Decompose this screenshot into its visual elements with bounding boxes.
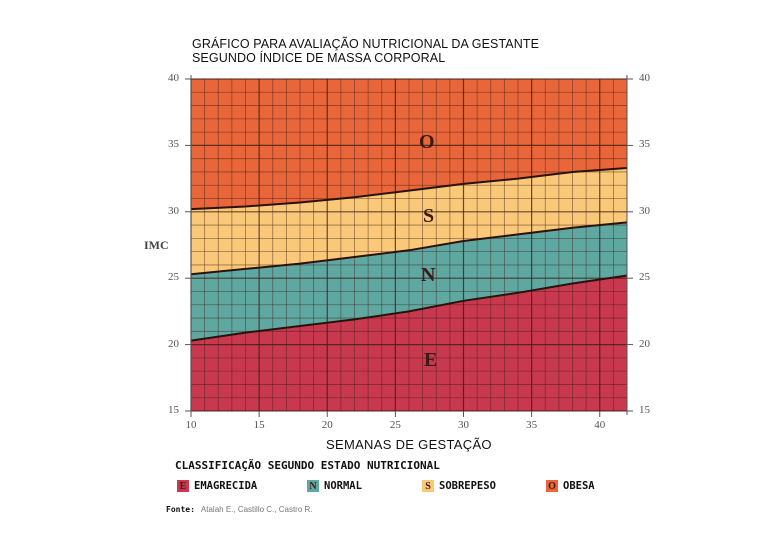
band-label-emagrecida: E <box>424 349 438 371</box>
legend-swatch-normal: N <box>307 480 319 492</box>
boundary-line-1 <box>190 221 628 276</box>
chart-title: GRÁFICO PARA AVALIAÇÃO NUTRICIONAL DA GE… <box>192 37 539 65</box>
legend-label: NORMAL <box>324 480 362 492</box>
y-tick-label-left: 20 <box>168 337 179 350</box>
legend-title: CLASSIFICAÇÃO SEGUNDO ESTADO NUTRICIONAL <box>175 459 440 472</box>
y-axis-label: IMC <box>144 238 169 252</box>
legend-item-sobrepeso: S SOBREPESO <box>422 480 496 492</box>
chart-title-line1: GRÁFICO PARA AVALIAÇÃO NUTRICIONAL DA GE… <box>192 37 540 51</box>
x-tick-label: 40 <box>594 419 606 431</box>
x-tick-label: 30 <box>458 419 469 431</box>
legend-item-emagrecida: E EMAGRECIDA <box>177 480 257 492</box>
legend-swatch-obesa: O <box>546 480 558 492</box>
x-axis-label: SEMANAS DE GESTAÇÃO <box>326 437 492 452</box>
x-tick-label: 15 <box>253 419 265 431</box>
band-label-obesa: O <box>419 131 435 153</box>
y-tick-label-left: 25 <box>168 271 179 284</box>
y-tick-label-right: 20 <box>639 337 650 350</box>
y-tick-label-right: 30 <box>639 204 650 217</box>
y-tick-label-right: 35 <box>639 138 650 151</box>
legend-label: OBESA <box>563 480 595 492</box>
y-tick-label-left: 15 <box>168 404 179 416</box>
band-label-sobrepeso: S <box>423 205 435 227</box>
source-label: Fonte: <box>166 505 195 514</box>
legend-label: SOBREPESO <box>439 480 496 492</box>
y-tick-label-right: 40 <box>639 72 650 84</box>
y-tick-label-left: 30 <box>168 204 179 217</box>
legend-label: EMAGRECIDA <box>194 480 258 492</box>
boundary-line-2 <box>190 167 628 211</box>
legend-item-obesa: O OBESA <box>546 480 595 492</box>
y-tick-label-left: 40 <box>168 72 179 84</box>
source-text: Atalah E., Castillo C., Castro R. <box>200 505 313 514</box>
legend-swatch-emagrecida: E <box>177 480 189 492</box>
legend-swatch-sobrepeso: S <box>422 480 434 492</box>
chart-title-line2: SEGUNDO ÍNDICE DE MASSA CORPORAL <box>192 51 446 65</box>
source-note: Fonte: Atalah E., Castillo C., Castro R. <box>166 505 313 514</box>
y-tick-label-right: 25 <box>639 271 650 284</box>
band-label-normal: N <box>421 264 436 286</box>
y-tick-label-left: 35 <box>168 138 179 151</box>
legend-item-normal: N NORMAL <box>307 480 362 492</box>
x-tick-label: 35 <box>526 419 538 431</box>
x-tick-label: 20 <box>321 419 333 431</box>
y-tick-label-right: 15 <box>639 404 650 416</box>
x-tick-label: 25 <box>389 419 401 431</box>
x-tick-label: 10 <box>185 419 197 431</box>
boundary-line-0 <box>190 274 628 342</box>
